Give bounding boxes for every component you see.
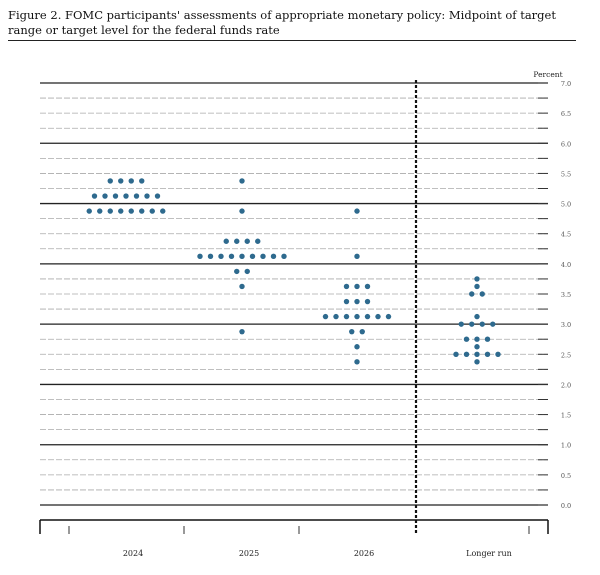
dot bbox=[154, 193, 161, 199]
y-tick-label: 5.5 bbox=[561, 170, 571, 178]
dot bbox=[228, 253, 235, 260]
dot bbox=[343, 298, 350, 305]
dot bbox=[255, 238, 261, 244]
dot bbox=[349, 328, 355, 335]
dot bbox=[239, 253, 245, 260]
dot bbox=[453, 351, 459, 357]
dot bbox=[354, 208, 360, 214]
dot bbox=[375, 313, 381, 320]
y-tick-label: 3.0 bbox=[561, 321, 571, 329]
dot bbox=[484, 351, 491, 357]
title-rule bbox=[8, 40, 576, 41]
dot bbox=[112, 193, 119, 199]
dot bbox=[239, 178, 245, 184]
x-tick-label: 2026 bbox=[354, 549, 374, 558]
dot bbox=[343, 283, 350, 290]
dot bbox=[474, 313, 480, 320]
dot bbox=[197, 253, 203, 260]
dot bbox=[354, 298, 360, 305]
dot bbox=[144, 193, 150, 199]
dot bbox=[160, 208, 166, 214]
dot bbox=[474, 351, 480, 357]
dot bbox=[118, 178, 124, 184]
dot bbox=[479, 321, 485, 327]
dot bbox=[239, 328, 245, 335]
dot bbox=[479, 291, 485, 297]
dot bbox=[244, 238, 250, 244]
dot bbox=[207, 253, 214, 260]
dot bbox=[234, 268, 240, 275]
dot bbox=[495, 351, 501, 357]
y-tick-label: 3.5 bbox=[561, 291, 571, 299]
dot bbox=[474, 336, 480, 342]
dot bbox=[128, 178, 134, 184]
dot bbox=[260, 253, 266, 260]
y-tick-label: 1.0 bbox=[561, 442, 571, 450]
dot bbox=[474, 276, 480, 282]
dot bbox=[281, 253, 287, 260]
y-tick-label: 6.5 bbox=[561, 110, 571, 118]
dot bbox=[239, 283, 245, 290]
dot bbox=[354, 344, 360, 350]
dot bbox=[474, 344, 480, 350]
dot bbox=[149, 208, 155, 214]
dot bbox=[354, 313, 360, 320]
dot bbox=[354, 359, 360, 365]
y-tick-label: 1.5 bbox=[561, 412, 571, 420]
dot bbox=[474, 283, 480, 290]
dot bbox=[139, 178, 145, 184]
y-tick-label: 0.5 bbox=[561, 472, 571, 480]
dot bbox=[102, 193, 108, 199]
y-tick-label: 5.0 bbox=[561, 201, 571, 209]
dot bbox=[223, 238, 229, 244]
figure-title: Figure 2. FOMC participants' assessments… bbox=[8, 8, 556, 37]
dot bbox=[359, 328, 365, 335]
dot bbox=[354, 253, 360, 260]
dot bbox=[86, 208, 92, 214]
dot bbox=[474, 359, 480, 365]
dot bbox=[469, 321, 475, 327]
dot bbox=[239, 208, 245, 214]
dot bbox=[364, 313, 371, 320]
dot bbox=[364, 298, 371, 305]
dot bbox=[107, 208, 113, 214]
dot bbox=[91, 193, 98, 199]
x-tick-label: 2025 bbox=[239, 549, 259, 558]
dot bbox=[364, 283, 371, 290]
dot bbox=[322, 313, 329, 320]
dot bbox=[385, 313, 392, 320]
x-tick-label: 2024 bbox=[123, 549, 143, 558]
dot bbox=[484, 336, 491, 342]
dot bbox=[139, 208, 145, 214]
dot bbox=[463, 336, 470, 342]
dot bbox=[469, 291, 475, 297]
dot bbox=[234, 238, 240, 244]
dot bbox=[244, 268, 250, 275]
dot bbox=[118, 208, 124, 214]
dot bbox=[97, 208, 103, 214]
y-tick-label: 4.0 bbox=[561, 261, 571, 269]
y-tick-label: 2.5 bbox=[561, 351, 571, 359]
y-tick-label: 0.0 bbox=[561, 502, 571, 510]
y-tick-label: 6.0 bbox=[561, 140, 571, 148]
y-tick-label: 2.0 bbox=[561, 381, 571, 389]
dot bbox=[128, 208, 134, 214]
dot bbox=[249, 253, 256, 260]
y-tick-label: 7.0 bbox=[561, 80, 571, 88]
y-axis-label: Percent bbox=[533, 70, 562, 79]
dot bbox=[123, 193, 129, 199]
dot bbox=[133, 193, 140, 199]
dot bbox=[333, 313, 339, 320]
x-tick-label: Longer run bbox=[466, 549, 512, 558]
dot bbox=[218, 253, 224, 260]
y-tick-label: 4.5 bbox=[561, 231, 571, 239]
dot bbox=[463, 351, 470, 357]
dot bbox=[458, 321, 464, 327]
dot bbox=[490, 321, 496, 327]
dot bbox=[107, 178, 113, 184]
dot bbox=[343, 313, 350, 320]
dot bbox=[354, 283, 360, 290]
dot bbox=[270, 253, 277, 260]
